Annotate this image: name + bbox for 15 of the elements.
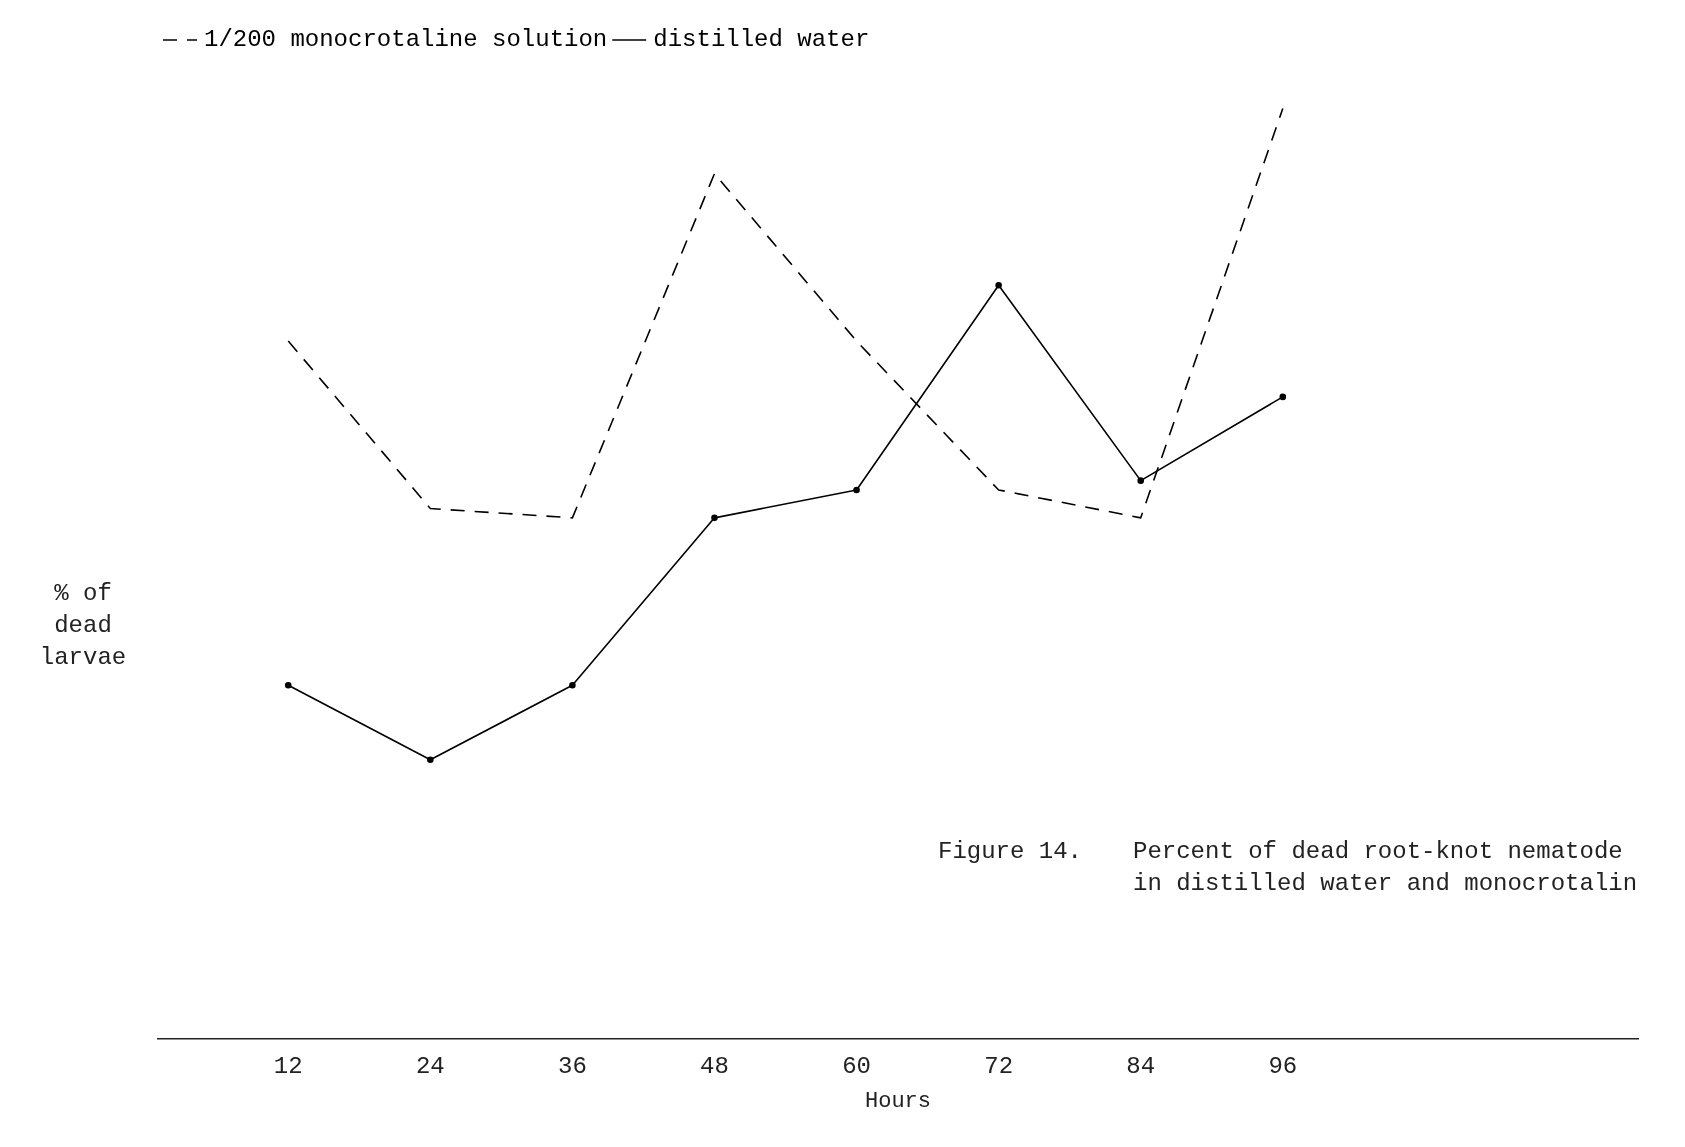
x-tick-label: 96 — [1268, 1052, 1298, 1080]
x-tick-label: 84 — [1126, 1052, 1156, 1080]
x-tick-label: 36 — [557, 1052, 587, 1080]
x-tick-label: 72 — [984, 1052, 1014, 1080]
annotation: in distilled water and monocrotalin — [1133, 870, 1638, 897]
annotation: Figure 14. — [938, 838, 1083, 865]
annotation: Percent of dead root-knot nematode — [1133, 838, 1623, 865]
x-tick-label: 48 — [700, 1052, 729, 1080]
x-tick-label: 12 — [273, 1052, 303, 1080]
legend-label: distilled water — [653, 26, 870, 54]
y-axis-title: % of dead larvae — [38, 579, 128, 673]
x-tick-label: 60 — [842, 1052, 871, 1080]
legend-label: 1/200 monocrotaline solution — [204, 26, 608, 54]
x-tick-label: 24 — [415, 1052, 445, 1080]
x-axis-title: Hours — [864, 1088, 932, 1114]
